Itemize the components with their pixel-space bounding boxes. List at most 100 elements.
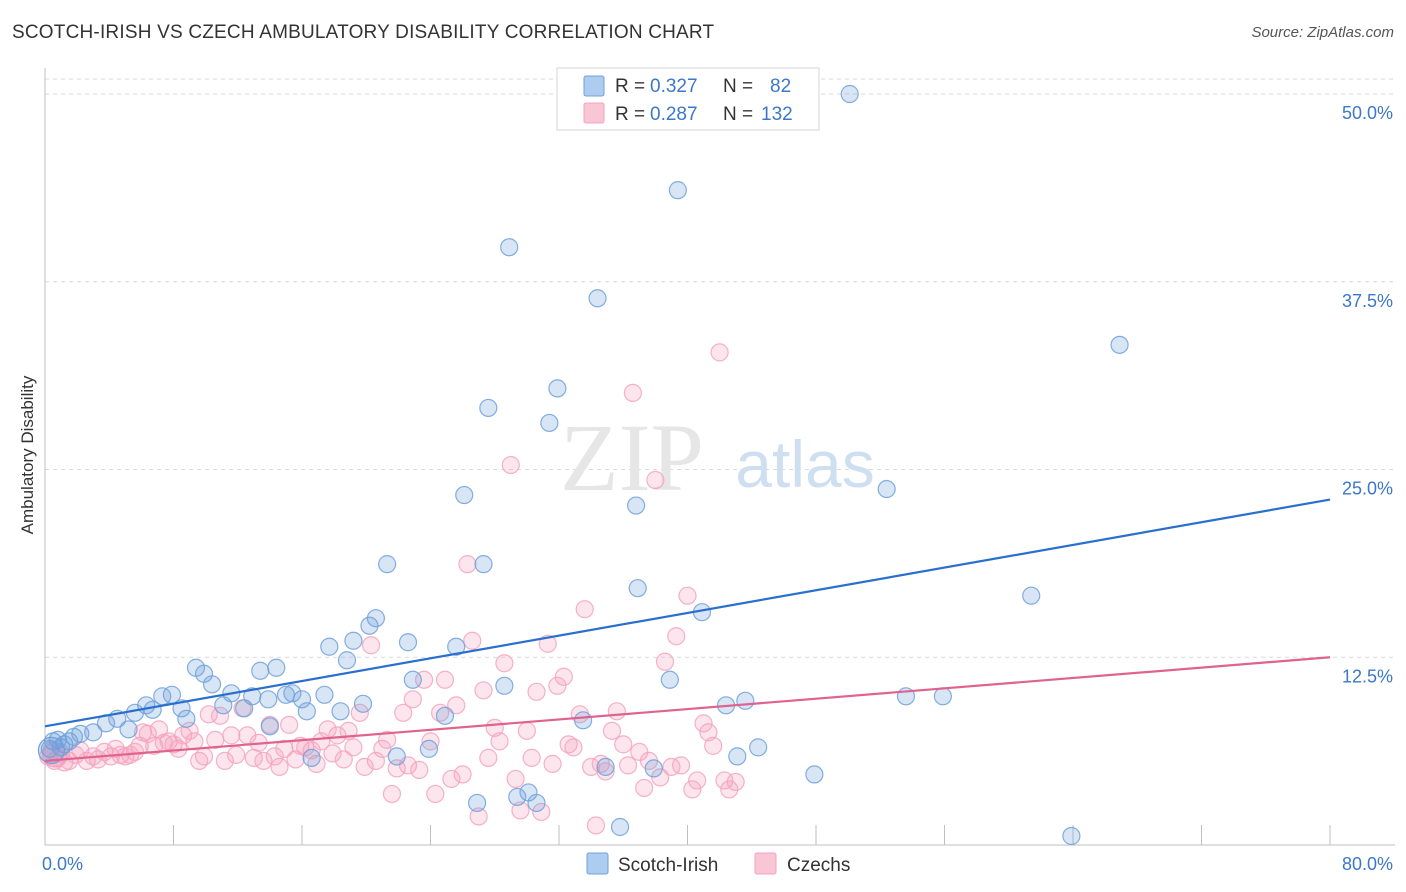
czechs-point: [683, 780, 702, 799]
czechs-point: [265, 747, 284, 766]
scotch-irish-point: [610, 817, 630, 837]
czechs-point: [522, 748, 541, 767]
scotch-irish-point: [660, 670, 679, 689]
czechs-point: [678, 586, 697, 605]
y-tick-labels: 12.5% 25.0% 37.5% 50.0%: [1342, 103, 1393, 686]
scotch-irish-point: [302, 748, 321, 767]
czechs-point: [215, 751, 234, 770]
czechs-point: [614, 735, 633, 754]
czechs-point: [662, 757, 681, 776]
czechs-point: [511, 801, 530, 820]
czechs-point: [463, 631, 482, 650]
bottom-legend-scotch-irish: Scotch-Irish: [618, 855, 718, 876]
scotch-irish-point: [736, 691, 755, 710]
czechs-point: [495, 654, 514, 673]
czechs-point: [469, 807, 488, 826]
scotch-irish-point: [119, 720, 138, 739]
scotch-irish-point: [527, 793, 546, 813]
legend-r-label-1: R =: [615, 76, 645, 97]
czechs-point: [564, 738, 583, 757]
watermark-zip: ZIP: [560, 404, 704, 511]
scotch-irish-point: [398, 633, 418, 652]
scotch-irish-point: [479, 398, 498, 418]
czechs-point: [596, 762, 615, 781]
czechs-point: [426, 784, 445, 804]
czechs-point: [447, 696, 466, 715]
czechs-point: [532, 802, 551, 822]
source-label: Source: ZipAtlas.com: [1251, 24, 1394, 41]
scotch-irish-point: [644, 759, 663, 778]
scotch-irish-point: [596, 757, 615, 776]
scotch-irish-point: [419, 739, 438, 758]
czechs-point: [655, 652, 675, 671]
czechs-point: [651, 768, 670, 787]
scotch-irish-point: [360, 616, 379, 635]
czechs-point: [490, 732, 509, 751]
czechs-point: [431, 703, 450, 722]
scotch-irish-point: [353, 694, 373, 713]
scotch-irish-point: [1022, 586, 1041, 605]
czechs-point: [501, 455, 520, 475]
scotch-irish-trend-line: [44, 498, 1331, 728]
legend-n-value-1: 82: [770, 76, 791, 97]
y-tick-label: 12.5%: [1342, 666, 1393, 686]
czechs-point: [254, 751, 273, 770]
scotch-irish-point: [315, 685, 334, 704]
czechs-point: [280, 715, 299, 734]
czechs-point: [180, 721, 199, 740]
scotch-irish-point: [540, 413, 559, 433]
scotch-irish-point: [508, 787, 527, 807]
czechs-point: [575, 600, 594, 619]
chart-title: SCOTCH-IRISH VS CZECH AMBULATORY DISABIL…: [12, 22, 715, 43]
czechs-point: [710, 343, 729, 362]
legend-box: R = 0.327 N = 82 R = 0.287 N = 132: [556, 67, 820, 131]
scotch-irish-point: [202, 675, 222, 694]
czechs-point: [688, 771, 707, 790]
czechs-point: [442, 769, 461, 789]
czechs-point: [210, 706, 230, 725]
czechs-point: [328, 726, 347, 745]
legend-swatch-czechs: [583, 102, 605, 124]
scotch-irish-point: [387, 747, 406, 766]
czechs-point: [607, 702, 626, 721]
scotch-irish-point: [500, 238, 519, 257]
scotch-irish-point: [259, 690, 278, 709]
scotch-irish-point: [403, 670, 422, 689]
czechs-point: [435, 670, 455, 689]
scotch-irish-points: [37, 84, 1129, 846]
scotch-irish-point: [378, 555, 397, 574]
czechs-point: [194, 747, 214, 766]
scotch-irish-point: [435, 706, 455, 725]
czechs-point: [286, 750, 305, 769]
czechs-point: [394, 703, 413, 722]
legend-r-label-2: R =: [615, 104, 645, 125]
scotch-irish-point: [337, 651, 357, 670]
scotch-irish-point: [588, 289, 607, 308]
legend-r-value-2: 0.287: [650, 104, 698, 125]
bottom-legend-swatch-scotch-irish: [586, 852, 609, 875]
czechs-point: [458, 555, 477, 574]
scotch-irish-point: [749, 738, 768, 757]
y-tick-label: 25.0%: [1342, 479, 1393, 499]
czechs-point: [307, 754, 326, 773]
y-tick-label: 50.0%: [1342, 103, 1393, 123]
czechs-point: [421, 732, 440, 751]
czechs-point: [506, 769, 525, 789]
czechs-point: [222, 726, 241, 745]
scotch-irish-point: [251, 661, 270, 680]
czechs-point: [602, 721, 622, 740]
scotch-irish-point: [283, 684, 302, 703]
scotch-irish-point: [177, 709, 196, 728]
legend-swatch-scotch-irish: [583, 75, 605, 97]
scotch-irish-point: [455, 485, 474, 505]
czechs-point: [373, 739, 392, 758]
czechs-point: [474, 681, 493, 700]
scotch-irish-point: [320, 637, 339, 656]
czechs-point: [671, 756, 691, 775]
czechs-point: [527, 682, 546, 701]
czechs-trend-line: [44, 656, 1331, 762]
czechs-point: [410, 760, 429, 780]
bottom-legend-swatch-czechs: [754, 852, 777, 875]
czechs-point: [543, 754, 562, 773]
czechs-point: [720, 780, 739, 799]
